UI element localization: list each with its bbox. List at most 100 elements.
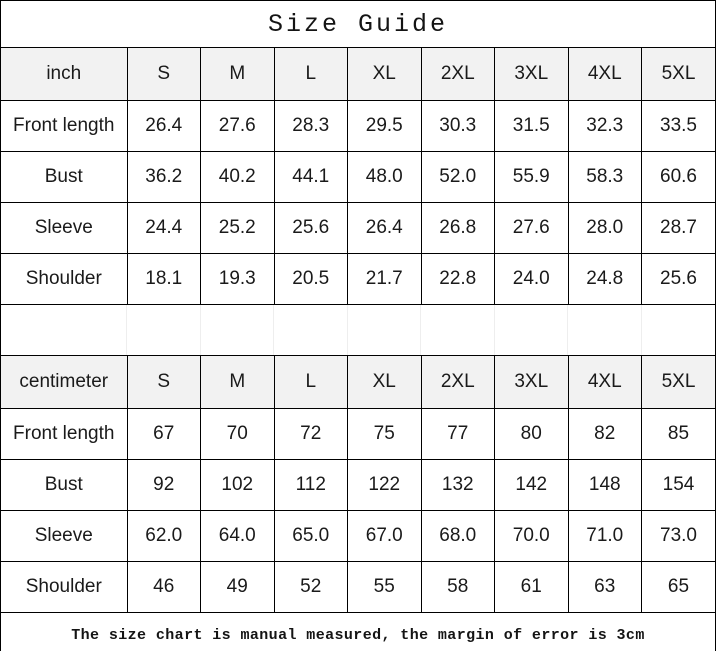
table-cell: 52	[274, 561, 348, 613]
table-cell: 67.0	[347, 510, 422, 562]
table-cell: 19.3	[200, 253, 275, 305]
table-cell: 82	[568, 408, 642, 460]
table-cell: 68.0	[421, 510, 495, 562]
inch-header-row: inch S M L XL 2XL 3XL 4XL 5XL	[1, 48, 715, 101]
table-cell: 77	[421, 408, 495, 460]
inch-size-header-m: M	[200, 48, 275, 101]
table-cell: 32.3	[568, 100, 642, 152]
table-spacer-row	[1, 305, 715, 356]
table-cell: 25.6	[641, 253, 715, 305]
table-cell: 49	[200, 561, 275, 613]
table-cell: 22.8	[421, 253, 495, 305]
centimeter-header-row: centimeter S M L XL 2XL 3XL 4XL 5XL	[1, 356, 715, 409]
inch-unit-header: inch	[1, 48, 128, 101]
cm-size-header-l: L	[274, 356, 348, 409]
table-row: Front length 67 70 72 75 77 80 82 85	[1, 408, 715, 460]
table-cell: 62.0	[127, 510, 201, 562]
cm-row-label-sleeve: Sleeve	[1, 510, 128, 562]
table-row: Front length 26.4 27.6 28.3 29.5 30.3 31…	[1, 100, 715, 152]
table-cell: 55	[347, 561, 422, 613]
table-cell: 44.1	[274, 151, 348, 203]
spacer-cell	[568, 305, 642, 355]
table-cell: 58.3	[568, 151, 642, 203]
table-cell: 63	[568, 561, 642, 613]
table-cell: 70.0	[494, 510, 569, 562]
cm-row-label-front-length: Front length	[1, 408, 128, 460]
table-cell: 58	[421, 561, 495, 613]
cm-size-header-xl: XL	[347, 356, 422, 409]
table-cell: 28.0	[568, 202, 642, 254]
spacer-cell	[201, 305, 274, 355]
table-cell: 20.5	[274, 253, 348, 305]
table-cell: 48.0	[347, 151, 422, 203]
spacer-cell	[274, 305, 348, 355]
table-cell: 40.2	[200, 151, 275, 203]
table-cell: 70	[200, 408, 275, 460]
cm-row-label-shoulder: Shoulder	[1, 561, 128, 613]
measurement-disclaimer: The size chart is manual measured, the m…	[1, 613, 715, 657]
inch-row-label-shoulder: Shoulder	[1, 253, 128, 305]
table-cell: 26.4	[347, 202, 422, 254]
table-cell: 64.0	[200, 510, 275, 562]
table-cell: 24.0	[494, 253, 569, 305]
table-cell: 67	[127, 408, 201, 460]
inch-table-wrapper: inch S M L XL 2XL 3XL 4XL 5XL Front leng…	[1, 48, 715, 305]
spacer-cell	[642, 305, 716, 355]
table-cell: 36.2	[127, 151, 201, 203]
inch-size-header-xl: XL	[347, 48, 422, 101]
table-cell: 31.5	[494, 100, 569, 152]
table-cell: 25.6	[274, 202, 348, 254]
table-cell: 24.8	[568, 253, 642, 305]
table-cell: 65.0	[274, 510, 348, 562]
cm-size-header-s: S	[127, 356, 201, 409]
cm-size-header-4xl: 4XL	[568, 356, 642, 409]
spacer-cell	[1, 305, 127, 355]
table-cell: 92	[127, 459, 201, 511]
table-cell: 21.7	[347, 253, 422, 305]
centimeter-unit-header: centimeter	[1, 356, 128, 409]
cm-row-label-bust: Bust	[1, 459, 128, 511]
table-row: Shoulder 46 49 52 55 58 61 63 65	[1, 561, 715, 613]
table-cell: 122	[347, 459, 422, 511]
spacer-cell	[495, 305, 568, 355]
table-cell: 18.1	[127, 253, 201, 305]
table-cell: 46	[127, 561, 201, 613]
table-cell: 29.5	[347, 100, 422, 152]
table-cell: 142	[494, 459, 569, 511]
table-cell: 33.5	[641, 100, 715, 152]
table-cell: 112	[274, 459, 348, 511]
table-cell: 148	[568, 459, 642, 511]
spacer-cell	[348, 305, 421, 355]
title-bar: Size Guide	[1, 1, 715, 48]
table-cell: 30.3	[421, 100, 495, 152]
table-cell: 85	[641, 408, 715, 460]
spacer-cell	[421, 305, 495, 355]
table-cell: 65	[641, 561, 715, 613]
table-cell: 26.8	[421, 202, 495, 254]
table-cell: 26.4	[127, 100, 201, 152]
centimeter-table-wrapper: centimeter S M L XL 2XL 3XL 4XL 5XL Fron…	[1, 356, 715, 613]
inch-size-header-l: L	[274, 48, 348, 101]
inch-size-header-s: S	[127, 48, 201, 101]
table-cell: 25.2	[200, 202, 275, 254]
table-cell: 132	[421, 459, 495, 511]
table-cell: 28.3	[274, 100, 348, 152]
table-cell: 73.0	[641, 510, 715, 562]
cm-size-header-3xl: 3XL	[494, 356, 569, 409]
measurement-disclaimer-text: The size chart is manual measured, the m…	[71, 626, 645, 644]
spacer-cell	[127, 305, 201, 355]
table-row: Sleeve 62.0 64.0 65.0 67.0 68.0 70.0 71.…	[1, 510, 715, 562]
table-row: Sleeve 24.4 25.2 25.6 26.4 26.8 27.6 28.…	[1, 202, 715, 254]
cm-size-header-m: M	[200, 356, 275, 409]
inch-row-label-sleeve: Sleeve	[1, 202, 128, 254]
table-cell: 24.4	[127, 202, 201, 254]
inch-row-label-bust: Bust	[1, 151, 128, 203]
table-cell: 72	[274, 408, 348, 460]
table-cell: 61	[494, 561, 569, 613]
table-cell: 80	[494, 408, 569, 460]
inch-row-label-front-length: Front length	[1, 100, 128, 152]
table-cell: 27.6	[494, 202, 569, 254]
centimeter-size-table: centimeter S M L XL 2XL 3XL 4XL 5XL Fron…	[1, 356, 715, 613]
inch-size-header-2xl: 2XL	[421, 48, 495, 101]
